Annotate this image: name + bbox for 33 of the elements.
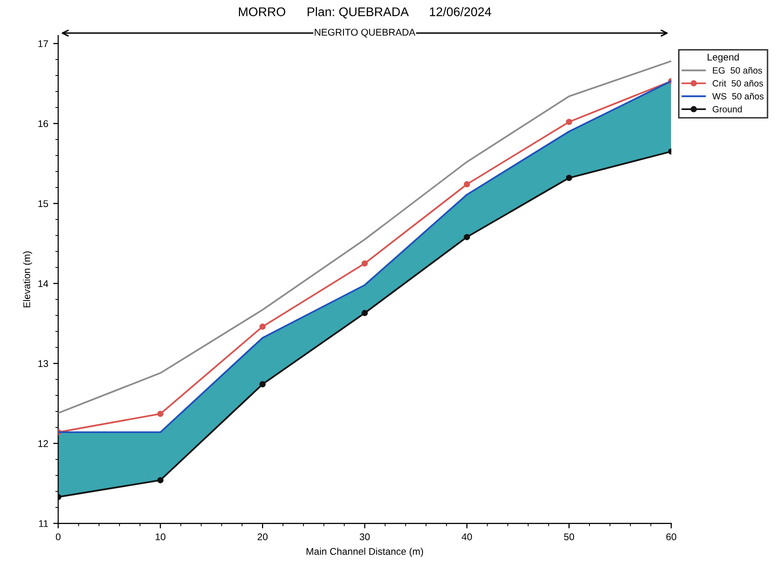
legend-title: Legend bbox=[708, 53, 739, 62]
point bbox=[157, 477, 164, 484]
point bbox=[362, 310, 368, 316]
point bbox=[259, 324, 266, 330]
point bbox=[464, 234, 470, 240]
point bbox=[566, 174, 572, 182]
y-tick-label: 13 bbox=[38, 360, 48, 368]
y-tick-label: 11 bbox=[39, 520, 48, 527]
x-tick-label: 40 bbox=[462, 533, 472, 540]
x-tick-label: 50 bbox=[564, 533, 574, 540]
y-tick-label: 14 bbox=[38, 280, 48, 287]
x-tick-label: 0 bbox=[56, 533, 61, 540]
legend-label: WS 50 años bbox=[712, 92, 764, 100]
legend-label: EG 50 años bbox=[712, 67, 762, 74]
point bbox=[464, 181, 470, 188]
annotation: NEGRITO QUEBRADA bbox=[314, 28, 416, 38]
point bbox=[362, 260, 368, 267]
y-tick-label: 17 bbox=[38, 40, 48, 48]
x-tick-label: 10 bbox=[156, 533, 166, 540]
x-tick-label: 30 bbox=[360, 533, 370, 540]
y-axis-title: Elevation (m) bbox=[23, 251, 32, 308]
x-tick-label: 20 bbox=[258, 533, 268, 540]
y-tick-label: 16 bbox=[38, 120, 48, 128]
x-tick-label: 60 bbox=[666, 533, 676, 540]
chart-title: MORRO Plan: QUEBRADA 12/06/2024 bbox=[238, 7, 492, 18]
y-tick-label: 15 bbox=[38, 200, 48, 208]
point bbox=[259, 381, 266, 388]
y-tick-label: 12 bbox=[38, 440, 48, 447]
point bbox=[157, 410, 164, 417]
x-axis-title: Main Channel Distance (m) bbox=[306, 548, 424, 557]
legend-label: Crit 50 años bbox=[712, 80, 764, 87]
point bbox=[566, 118, 572, 126]
legend-label: Ground bbox=[712, 106, 742, 112]
